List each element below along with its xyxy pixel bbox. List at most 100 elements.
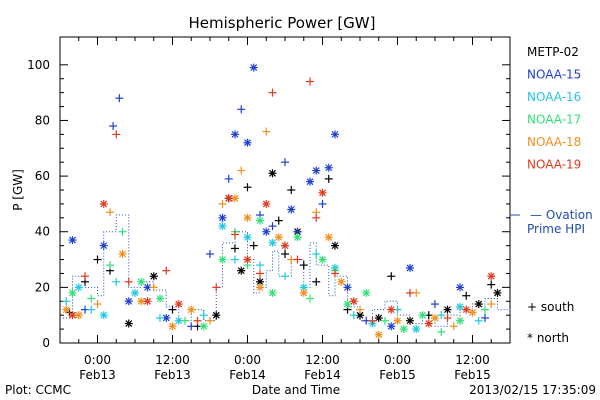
data-point-noaa-15: [306, 177, 314, 186]
x-tick-date-label: Feb13: [154, 368, 191, 382]
x-tick-date-label: Feb14: [304, 368, 341, 382]
data-point-noaa-17: [87, 294, 96, 303]
y-tick-label: 60: [35, 169, 50, 183]
data-point-noaa-15: [231, 130, 239, 139]
data-point-noaa-15: [312, 166, 321, 175]
data-point-noaa-16: [437, 311, 446, 320]
data-point-noaa-19: [124, 277, 133, 286]
data-point-noaa-18: [487, 300, 496, 309]
data-point-metp-02: [149, 272, 158, 281]
data-point-noaa-16: [312, 249, 321, 258]
data-point-noaa-19: [174, 300, 183, 309]
data-point-noaa-19: [443, 313, 452, 322]
data-point-noaa-15: [343, 283, 352, 292]
data-point-noaa-15: [237, 105, 246, 114]
data-point-noaa-17: [218, 255, 227, 264]
x-tick-date-label: Feb14: [229, 368, 266, 382]
x-tick-date-label: Feb15: [454, 368, 491, 382]
data-point-metp-02: [168, 305, 177, 314]
data-point-noaa-16: [174, 316, 183, 325]
data-point-noaa-18: [93, 300, 102, 309]
legend-entry: NOAA-19: [527, 158, 581, 172]
data-point-noaa-16: [156, 313, 164, 322]
data-point-noaa-18: [468, 308, 477, 317]
data-point-noaa-19: [387, 305, 396, 314]
data-point-noaa-16: [199, 311, 208, 320]
x-tick-time-label: 0:00: [234, 353, 261, 367]
data-point-noaa-19: [487, 272, 496, 281]
data-point-noaa-19: [143, 297, 152, 306]
data-point-noaa-16: [131, 288, 139, 297]
data-point-noaa-19: [281, 241, 289, 250]
data-point-noaa-16: [62, 297, 71, 306]
legend-entry: NOAA-16: [527, 90, 581, 104]
data-point-metp-02: [374, 313, 383, 322]
legend-entry: NOAA-18: [527, 135, 581, 149]
data-point-noaa-19: [424, 319, 433, 328]
data-point-noaa-19: [262, 199, 271, 208]
data-point-noaa-17: [362, 288, 371, 297]
legend-entry: METP-02: [527, 45, 579, 59]
data-point-noaa-18: [118, 249, 127, 258]
data-point-noaa-19: [112, 130, 121, 139]
data-point-metp-02: [487, 280, 496, 289]
data-point-noaa-19: [318, 188, 327, 197]
data-point-noaa-15: [324, 163, 333, 172]
legend-entry: NOAA-15: [527, 68, 581, 82]
x-tick-time-label: 12:00: [455, 353, 490, 367]
data-point-noaa-17: [199, 322, 208, 331]
data-point-noaa-16: [218, 222, 227, 231]
data-point-noaa-18: [356, 305, 364, 314]
y-tick-label: 100: [27, 58, 50, 72]
legend-prime-hpi-label: Prime HPI: [527, 222, 585, 236]
data-point-noaa-15: [431, 300, 439, 309]
data-point-noaa-19: [162, 266, 171, 275]
y-axis-label: P [GW]: [11, 169, 25, 211]
data-point-metp-02: [93, 255, 102, 264]
y-tick-label: 40: [35, 225, 50, 239]
data-point-noaa-19: [243, 255, 252, 264]
data-point-noaa-16: [74, 283, 83, 292]
data-point-noaa-17: [256, 216, 264, 225]
data-point-noaa-19: [331, 269, 339, 278]
data-point-noaa-17: [306, 294, 314, 303]
data-point-noaa-19: [99, 199, 108, 208]
data-point-noaa-17: [318, 255, 327, 264]
data-point-noaa-15: [406, 263, 414, 272]
data-point-noaa-18: [206, 316, 214, 325]
data-point-noaa-19: [256, 269, 264, 278]
data-point-noaa-19: [231, 230, 239, 239]
data-point-noaa-15: [268, 222, 277, 231]
data-point-metp-02: [243, 183, 252, 192]
data-point-metp-02: [406, 316, 414, 325]
data-point-noaa-17: [399, 325, 408, 334]
data-point-metp-02: [462, 291, 471, 300]
data-point-noaa-18: [337, 277, 346, 286]
data-point-noaa-15: [218, 213, 227, 222]
data-point-noaa-15: [281, 158, 289, 167]
data-point-noaa-17: [156, 294, 164, 303]
data-point-noaa-15: [206, 249, 214, 258]
data-point-noaa-19: [312, 213, 321, 222]
data-point-noaa-19: [462, 305, 471, 314]
data-point-noaa-16: [231, 255, 239, 264]
data-point-noaa-16: [112, 277, 121, 286]
data-point-noaa-15: [331, 130, 339, 139]
data-point-noaa-15: [224, 174, 233, 183]
data-point-metp-02: [443, 305, 452, 314]
data-point-noaa-17: [437, 327, 446, 336]
data-point-noaa-19: [224, 194, 233, 203]
data-point-noaa-18: [262, 127, 271, 136]
legend-entry: NOAA-17: [527, 113, 581, 127]
data-point-noaa-18: [374, 330, 383, 339]
data-point-metp-02: [324, 174, 333, 183]
y-axis: 0 20 40 60 80 100: [27, 58, 510, 350]
data-point-noaa-17: [106, 261, 114, 270]
data-point-metp-02: [281, 249, 289, 258]
data-point-metp-02: [268, 169, 277, 178]
data-point-noaa-18: [187, 305, 196, 314]
data-point-noaa-18: [237, 166, 246, 175]
data-point-noaa-17: [343, 300, 352, 309]
x-tick-time-label: 12:00: [155, 353, 190, 367]
